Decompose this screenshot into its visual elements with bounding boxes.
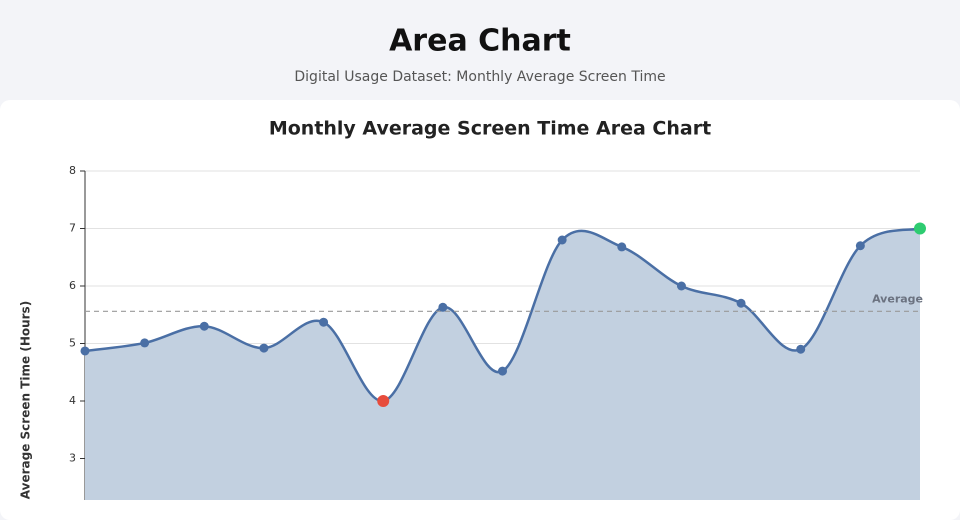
data-point (796, 344, 806, 354)
data-point (855, 241, 865, 251)
y-tick-label: 6 (69, 279, 76, 292)
data-point (438, 302, 448, 312)
data-point (80, 346, 90, 356)
page-title: Area Chart (389, 24, 571, 59)
page: Area Chart Digital Usage Dataset: Monthl… (0, 23, 960, 520)
y-axis-label: Average Screen Time (Hours) (19, 301, 33, 499)
data-point (617, 242, 627, 252)
data-point (199, 321, 209, 331)
average-label: Average (872, 292, 923, 305)
y-tick-label: 5 (69, 337, 76, 350)
chart-title: Monthly Average Screen Time Area Chart (269, 118, 711, 140)
page-subtitle: Digital Usage Dataset: Monthly Average S… (294, 69, 665, 85)
data-point (377, 395, 390, 407)
y-tick-label: 7 (69, 222, 76, 235)
data-point (676, 281, 686, 291)
data-point (557, 235, 567, 245)
area (85, 228, 920, 500)
y-tick-label: 4 (69, 394, 76, 407)
chart: Area Chart Digital Usage Dataset: Monthl… (19, 24, 926, 500)
data-point (319, 317, 329, 327)
y-tick-label: 3 (69, 452, 76, 465)
data-point (259, 343, 269, 353)
data-point (498, 366, 507, 376)
data-point (736, 298, 746, 308)
data-point (914, 222, 926, 235)
y-tick-label: 8 (69, 164, 76, 177)
data-point (140, 338, 150, 348)
